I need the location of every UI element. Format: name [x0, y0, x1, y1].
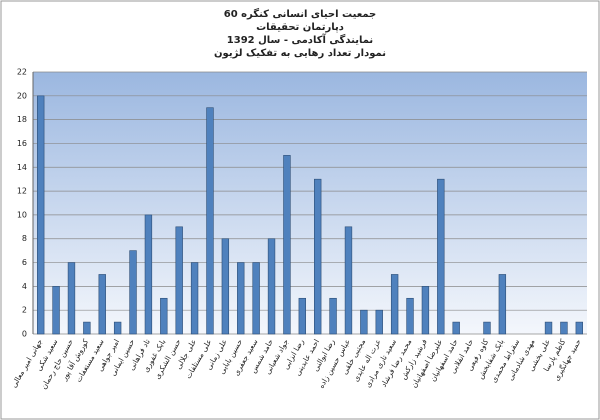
bar	[452, 321, 460, 335]
bar	[498, 274, 507, 335]
chart-title: دپارتمان تحقیقات	[256, 22, 344, 33]
bar	[406, 297, 414, 335]
bar	[98, 274, 106, 335]
bar	[206, 107, 214, 335]
bar	[544, 321, 553, 335]
bar	[360, 309, 368, 335]
y-tick-label: 12	[17, 187, 27, 196]
bar	[560, 321, 568, 335]
plot-area	[33, 72, 587, 334]
bar	[390, 274, 399, 335]
bar	[37, 95, 45, 335]
y-tick-label: 8	[22, 234, 27, 243]
bar	[421, 286, 430, 335]
chart-title: جمعیت احیای انسانی کنگره 60	[224, 7, 377, 20]
bar	[52, 286, 60, 335]
bar	[113, 321, 122, 335]
bar	[329, 297, 337, 335]
bar	[483, 321, 491, 335]
y-tick-label: 16	[17, 139, 27, 148]
y-tick-label: 18	[17, 115, 27, 124]
bar	[83, 321, 91, 335]
bar	[314, 178, 322, 335]
bar	[437, 178, 445, 335]
y-tick-label: 6	[22, 258, 27, 267]
bar	[160, 297, 168, 335]
y-tick-label: 20	[17, 91, 27, 100]
bar	[344, 226, 353, 335]
bar	[129, 250, 137, 335]
y-tick-label: 22	[17, 68, 27, 77]
bar	[252, 262, 260, 335]
bar	[283, 155, 291, 335]
y-tick-label: 2	[22, 306, 27, 315]
bar	[575, 321, 583, 335]
y-tick-label: 14	[17, 163, 27, 172]
y-tick-label: 4	[22, 282, 27, 291]
y-tick-label: 10	[17, 210, 27, 219]
y-tick-label: 0	[22, 330, 27, 339]
bar	[237, 262, 245, 335]
bar	[375, 309, 383, 335]
chart-title: نمودار تعداد رهایی به تفکیک لژیون	[214, 48, 386, 59]
bar	[175, 226, 183, 335]
bar	[221, 238, 230, 335]
chart-title: نمایندگی آکادمی - سال 1392	[227, 33, 373, 46]
bar	[67, 262, 76, 335]
bar	[144, 214, 153, 335]
bar	[190, 262, 199, 335]
bar	[267, 238, 276, 335]
bar	[298, 297, 306, 335]
